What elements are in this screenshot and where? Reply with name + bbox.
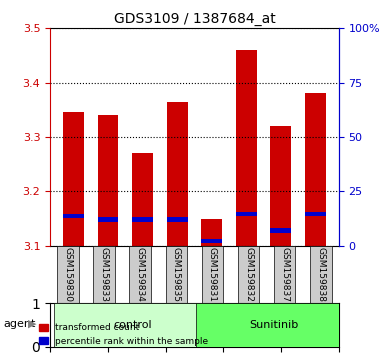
Bar <box>236 212 256 216</box>
Text: agent: agent <box>4 319 36 329</box>
FancyBboxPatch shape <box>54 303 211 347</box>
Text: GSM159834: GSM159834 <box>136 247 145 302</box>
Text: GSM159832: GSM159832 <box>244 247 253 302</box>
Text: Sunitinib: Sunitinib <box>250 320 299 330</box>
Bar <box>201 239 222 243</box>
Text: GSM159831: GSM159831 <box>208 247 217 302</box>
FancyBboxPatch shape <box>129 246 151 303</box>
Bar <box>63 213 84 218</box>
FancyBboxPatch shape <box>274 246 296 303</box>
Text: GSM159833: GSM159833 <box>100 247 109 302</box>
Title: GDS3109 / 1387684_at: GDS3109 / 1387684_at <box>114 12 275 26</box>
Text: GSM159838: GSM159838 <box>316 247 325 302</box>
Text: ▶: ▶ <box>28 319 36 329</box>
FancyBboxPatch shape <box>57 246 79 303</box>
Text: GSM159830: GSM159830 <box>64 247 73 302</box>
Bar <box>236 50 256 246</box>
FancyBboxPatch shape <box>202 246 223 303</box>
FancyBboxPatch shape <box>310 246 331 303</box>
Legend: transformed count, percentile rank within the sample: transformed count, percentile rank withi… <box>35 320 212 349</box>
FancyBboxPatch shape <box>196 303 353 347</box>
Bar <box>98 115 119 246</box>
FancyBboxPatch shape <box>238 246 259 303</box>
Bar <box>270 228 291 233</box>
Bar <box>132 153 153 246</box>
Text: control: control <box>113 320 152 330</box>
Bar <box>201 219 222 246</box>
Bar <box>167 217 187 222</box>
Text: GSM159837: GSM159837 <box>280 247 289 302</box>
Bar <box>63 113 84 246</box>
Bar <box>270 126 291 246</box>
Bar <box>98 217 119 222</box>
Bar <box>305 93 326 246</box>
Bar <box>167 102 187 246</box>
FancyBboxPatch shape <box>166 246 187 303</box>
Bar <box>132 217 153 222</box>
Text: GSM159835: GSM159835 <box>172 247 181 302</box>
Bar <box>305 212 326 216</box>
FancyBboxPatch shape <box>94 246 115 303</box>
